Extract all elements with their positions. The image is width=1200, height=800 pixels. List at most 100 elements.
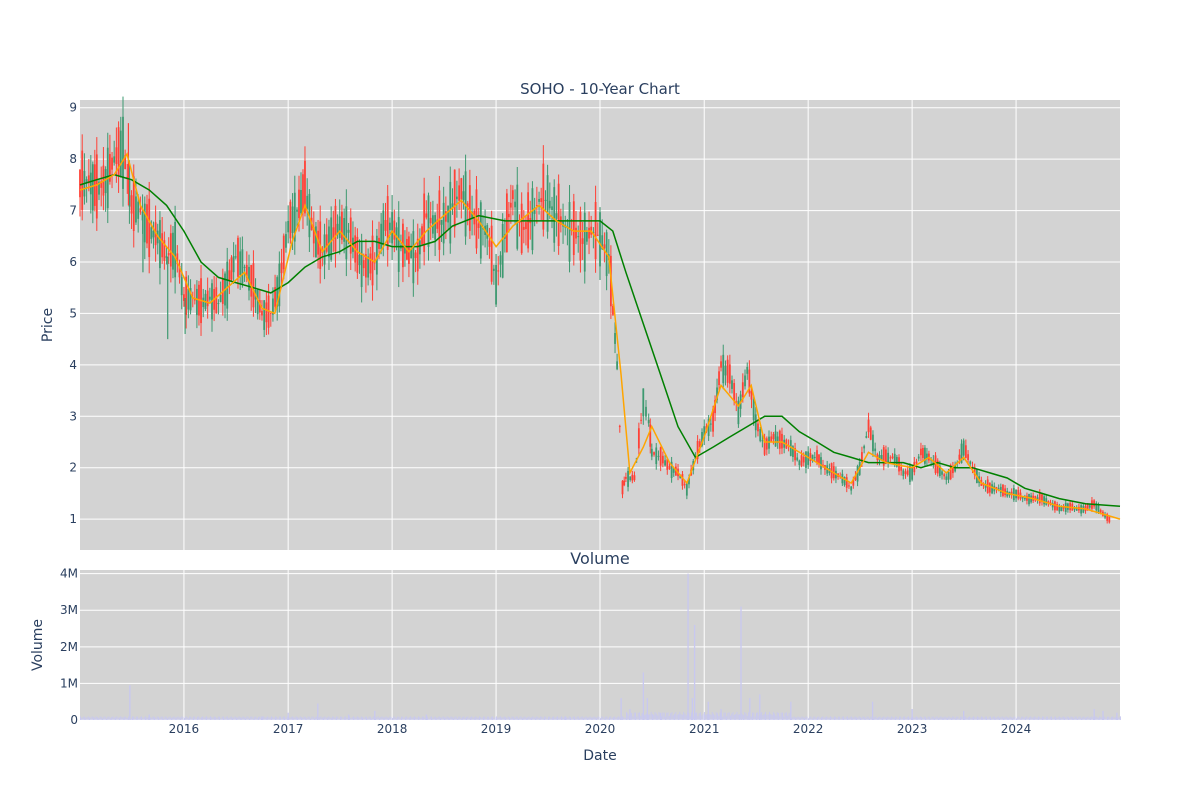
volume-bar	[327, 717, 328, 720]
candle-body	[367, 256, 370, 278]
candle-body	[995, 487, 998, 490]
volume-bar	[320, 716, 322, 720]
volume-bar	[969, 716, 971, 720]
candle-body	[460, 178, 463, 200]
candle-body	[683, 484, 686, 486]
volume-bar	[242, 716, 244, 720]
candle-body	[434, 215, 437, 240]
volume-bar	[840, 718, 842, 720]
volume-bar	[787, 715, 789, 720]
volume-bar	[811, 718, 813, 720]
candle-body	[533, 207, 536, 214]
candle-body	[180, 277, 183, 296]
candle-body	[482, 228, 484, 230]
volume-bar	[345, 716, 347, 720]
volume-bar	[941, 717, 943, 720]
candle-body	[952, 466, 954, 474]
volume-bar	[658, 712, 660, 720]
volume-bar	[488, 716, 490, 720]
volume-bar	[1064, 717, 1065, 720]
volume-bar	[356, 716, 358, 720]
candle-body	[325, 234, 328, 252]
x-tick-label: 2018	[377, 722, 408, 736]
candle-body	[997, 488, 1000, 490]
candle-body	[843, 476, 846, 486]
volume-bar	[944, 716, 946, 720]
volume-bar	[551, 716, 553, 720]
candle-body	[1034, 496, 1037, 501]
candle-body	[360, 241, 363, 288]
volume-spike-bar	[148, 714, 150, 720]
candle-body	[733, 383, 736, 402]
volume-bar	[640, 715, 642, 720]
volume-bar	[212, 717, 214, 720]
volume-bar	[254, 716, 256, 720]
candle-body	[752, 399, 755, 421]
candle-body	[414, 252, 417, 259]
candle-body	[449, 181, 452, 244]
volume-bar	[420, 717, 422, 720]
volume-bar	[577, 716, 579, 720]
moving-average-lines	[79, 152, 1121, 520]
candle-body	[499, 255, 502, 265]
volume-bar	[992, 716, 994, 720]
volume-bar	[280, 716, 282, 720]
volume-bar	[507, 716, 509, 720]
volume-bar	[836, 718, 838, 720]
volume-bar	[548, 716, 549, 720]
volume-bar	[111, 716, 113, 720]
volume-bar	[984, 716, 986, 720]
candle-body	[263, 300, 266, 330]
volume-bar	[238, 716, 240, 720]
volume-bar	[567, 717, 569, 720]
volume-bar	[675, 711, 677, 720]
candle-body	[661, 455, 664, 464]
volume-bar	[410, 716, 412, 720]
chart-title: SOHO - 10-Year Chart	[520, 80, 680, 98]
volume-bar	[958, 718, 960, 720]
volume-bar	[931, 716, 933, 720]
candle-body	[137, 201, 140, 219]
volume-bar	[601, 716, 603, 720]
volume-bar	[845, 716, 847, 720]
candle-body	[878, 455, 881, 461]
volume-bar	[340, 716, 341, 720]
candle-body	[126, 176, 129, 178]
price-y-tick-label: 4	[69, 358, 77, 372]
candle-body	[958, 454, 961, 460]
candle-body	[274, 287, 276, 307]
volume-bar	[476, 717, 478, 720]
volume-bar	[336, 716, 337, 720]
volume-bar	[910, 717, 912, 720]
candle-body	[369, 253, 372, 274]
candle-body	[115, 147, 118, 164]
candle-body	[234, 256, 237, 258]
volume-bar	[788, 713, 790, 720]
volume-bar	[568, 716, 570, 720]
volume-bar	[553, 716, 555, 720]
volume-bar	[284, 716, 285, 720]
candle-body	[902, 470, 905, 476]
volume-bar	[783, 716, 785, 720]
volume-bar	[545, 716, 547, 720]
volume-bar	[221, 716, 223, 720]
volume-bar	[1056, 717, 1058, 720]
volume-bar	[494, 716, 496, 720]
candle-body	[1036, 497, 1039, 501]
candle-body	[984, 484, 987, 488]
candle-body	[328, 226, 330, 258]
volume-bar	[324, 716, 326, 720]
volume-spike-bar	[1116, 712, 1118, 720]
volume-bar	[596, 717, 597, 720]
volume-bar	[1095, 716, 1097, 720]
volume-bar	[975, 717, 977, 720]
volume-bar	[1045, 716, 1047, 720]
volume-bar	[605, 716, 607, 720]
volume-bar	[951, 717, 952, 720]
volume-bar	[342, 718, 344, 720]
volume-bar	[728, 712, 730, 720]
candle-body	[863, 446, 866, 449]
volume-bar	[486, 716, 488, 720]
volume-bar	[832, 717, 834, 720]
volume-bar	[536, 716, 538, 720]
